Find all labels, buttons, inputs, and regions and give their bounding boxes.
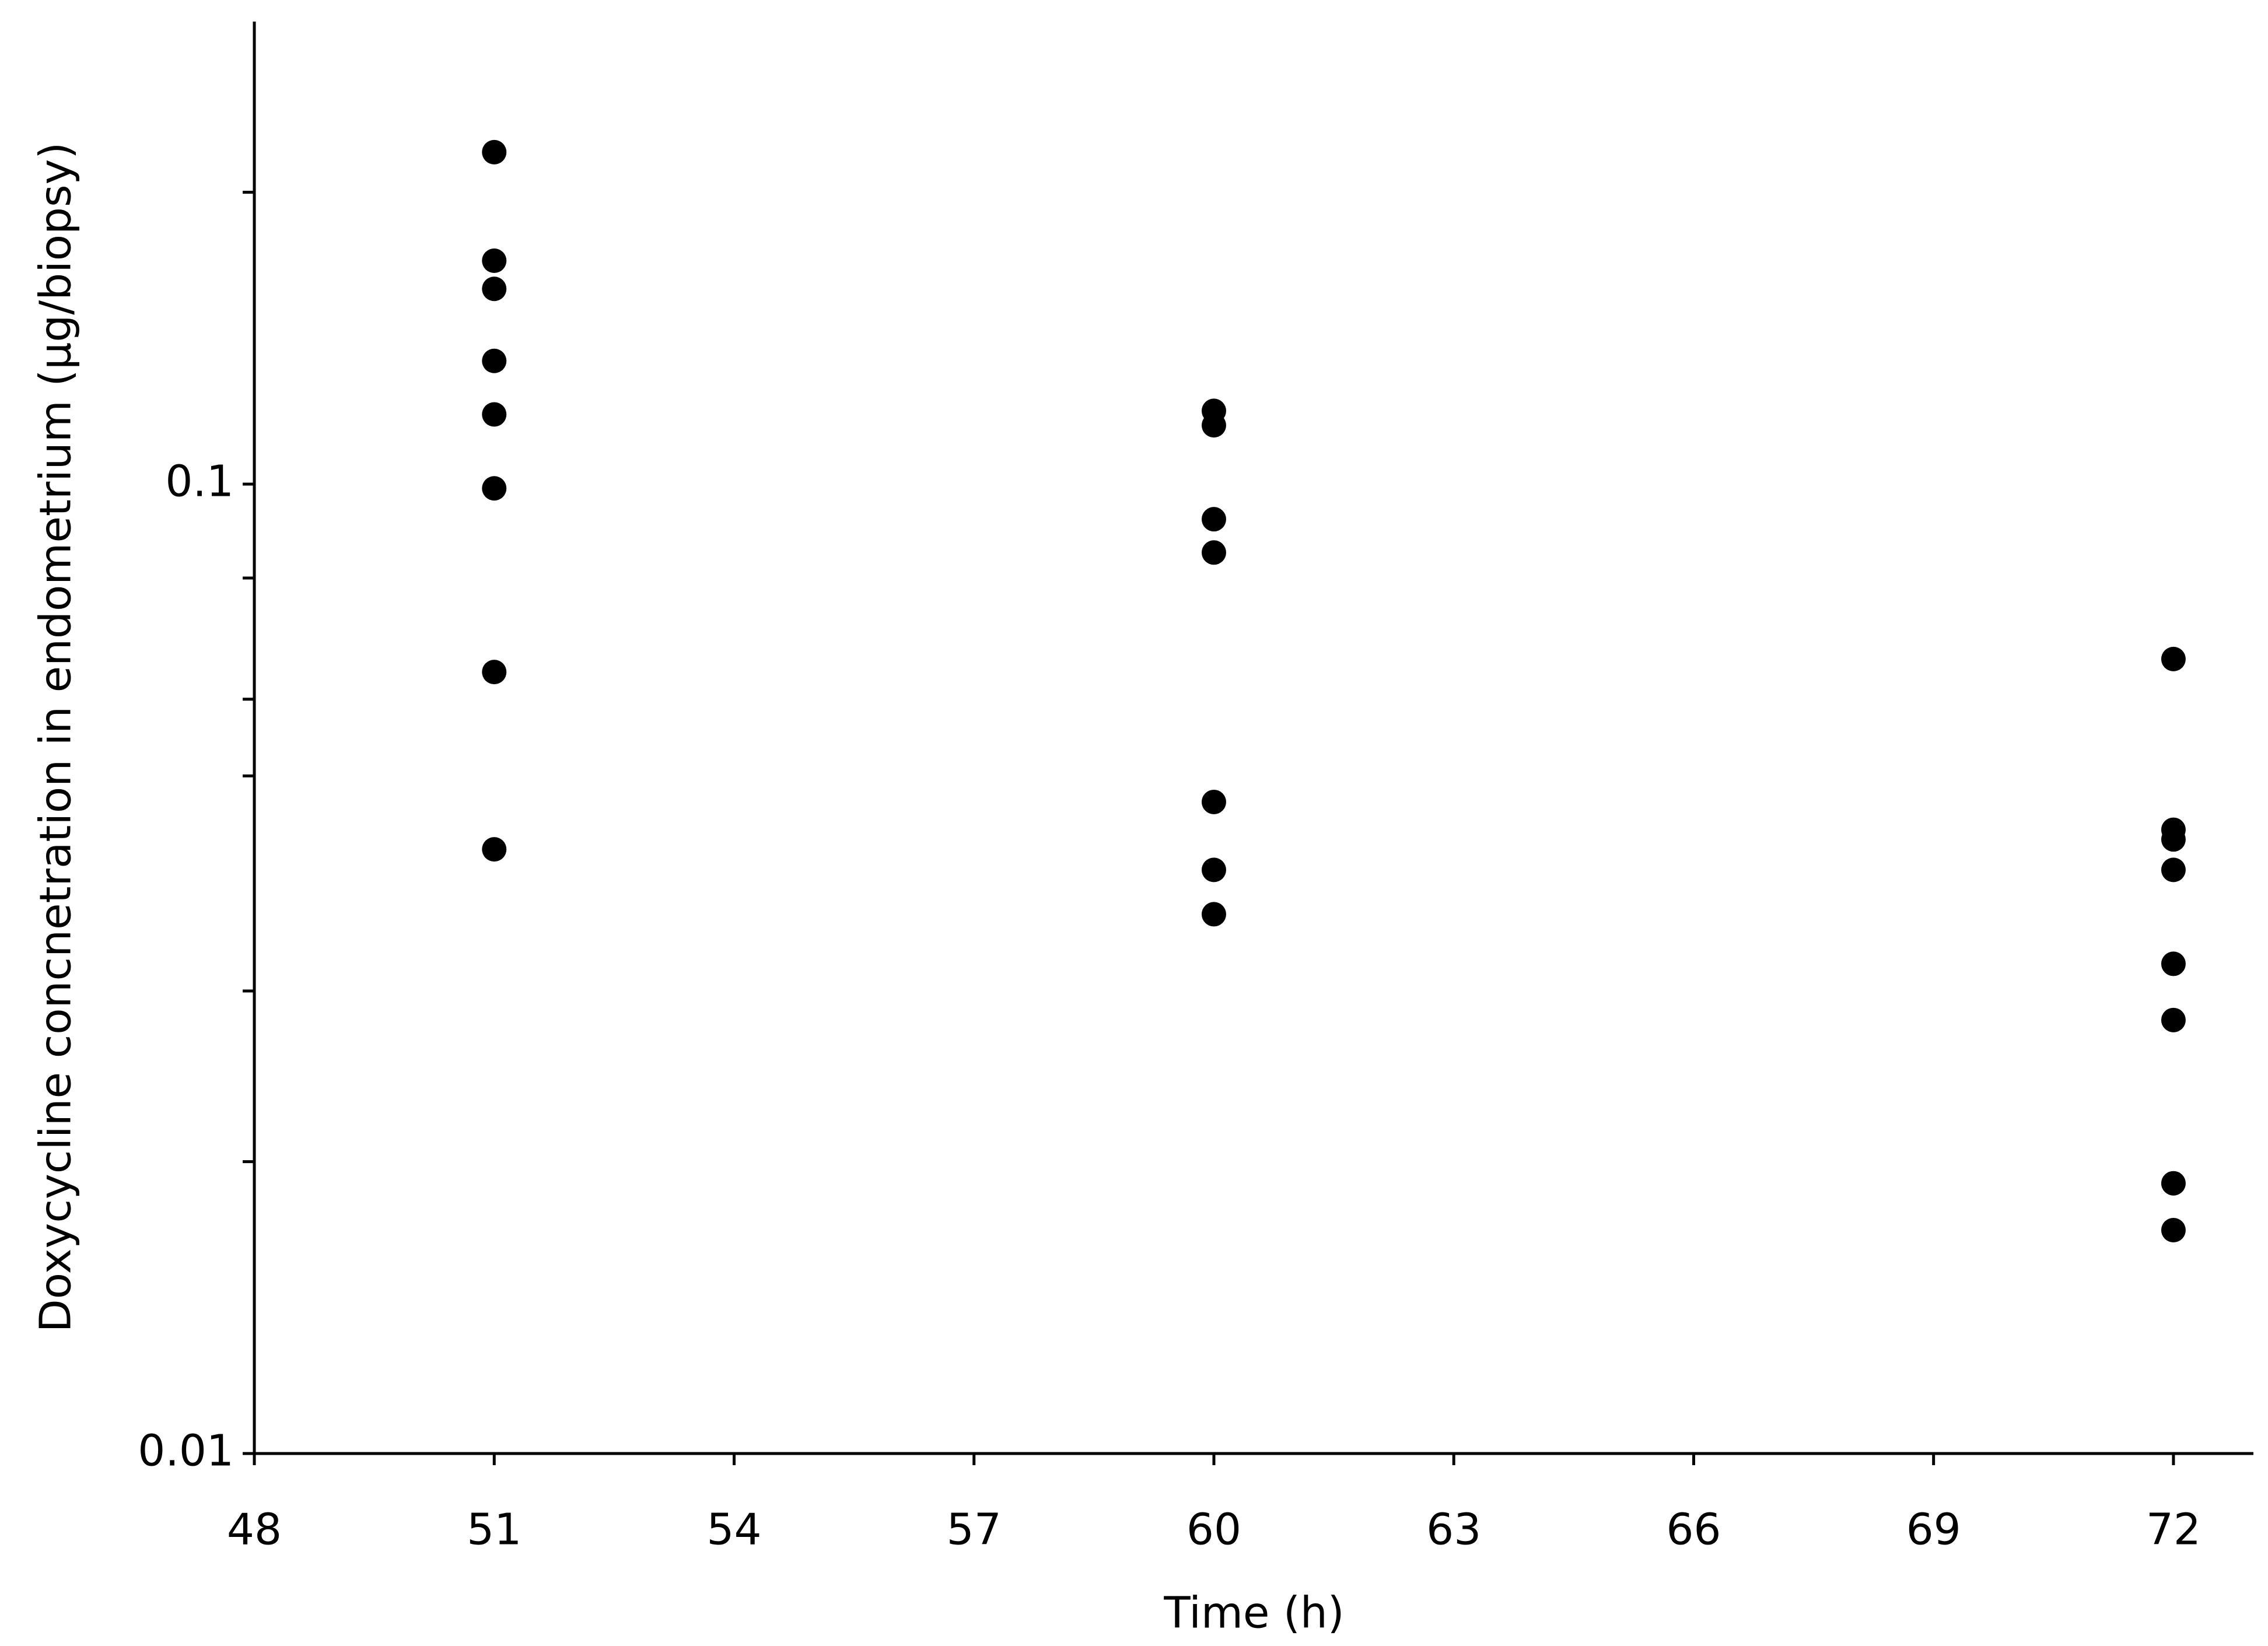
point: [482, 276, 507, 302]
point: [2161, 857, 2186, 882]
point: [482, 660, 507, 685]
x-tick-label: 54: [706, 1505, 761, 1555]
point: [2161, 951, 2186, 976]
x-tick-label: 66: [1666, 1505, 1721, 1555]
point: [1201, 902, 1226, 927]
point: [2161, 1217, 2186, 1242]
point: [2161, 1007, 2186, 1032]
point: [482, 476, 507, 501]
y-tick-label: 0.1: [165, 456, 234, 506]
point: [482, 348, 507, 373]
x-tick-label: 63: [1426, 1505, 1481, 1555]
x-tick-label: 48: [227, 1505, 282, 1555]
point: [482, 402, 507, 427]
point: [1201, 789, 1226, 814]
point: [1201, 413, 1226, 438]
y-axis-label: Doxycycline concnetration in endometrium…: [31, 142, 81, 1332]
x-tick-label: 72: [2146, 1505, 2201, 1555]
point: [2161, 827, 2186, 852]
x-tick-label: 69: [1906, 1505, 1961, 1555]
x-tick-label: 60: [1186, 1505, 1241, 1555]
point: [482, 139, 507, 164]
point: [2161, 1171, 2186, 1196]
point: [1201, 857, 1226, 882]
x-tick-label: 57: [947, 1505, 1002, 1555]
y-tick-label: 0.01: [138, 1426, 234, 1476]
point: [482, 837, 507, 862]
x-tick-label: 51: [467, 1505, 522, 1555]
point: [1201, 507, 1226, 532]
point: [2161, 646, 2186, 671]
point: [482, 248, 507, 273]
x-axis-label: Time (h): [1163, 1588, 1344, 1638]
point: [1201, 540, 1226, 565]
